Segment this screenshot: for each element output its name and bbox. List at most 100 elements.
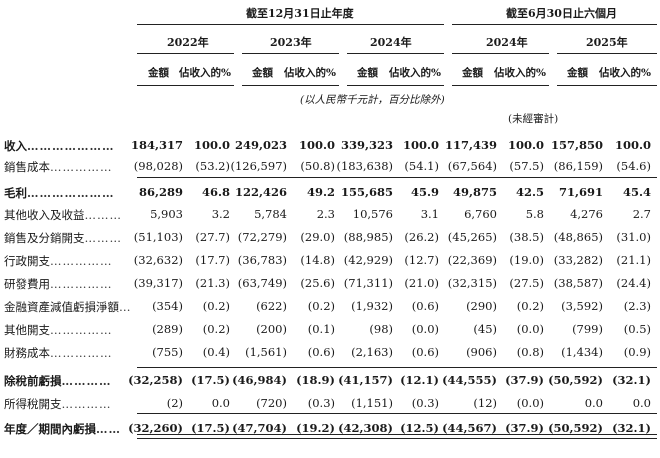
amount-cell: 155,685 [340, 185, 393, 199]
amount-cell: (755) [152, 345, 183, 359]
pct-cell: (53.2) [195, 159, 230, 173]
pct-cell: (25.6) [300, 276, 335, 290]
pct-cell: (17.7) [195, 253, 230, 267]
amount-cell: (2) [166, 396, 183, 410]
year-header-2: 2023年 [270, 36, 312, 49]
year-rule-3 [347, 53, 444, 54]
row-label-text: 所得稅開支 [4, 397, 62, 411]
amount-cell: (63,749) [237, 276, 287, 290]
row-label-text: 收入 [4, 139, 27, 153]
amount-cell: 157,850 [550, 138, 603, 152]
sub-rule-3 [347, 85, 444, 86]
amount-cell: (1,561) [245, 345, 287, 359]
sub-rule-4 [452, 85, 549, 86]
pct-cell: (0.0) [516, 396, 544, 410]
amount-cell: (183,638) [336, 159, 393, 173]
pct-cell: (32.1) [612, 373, 651, 387]
amount-cell: (42,308) [338, 421, 393, 435]
pct-cell: (0.4) [202, 345, 230, 359]
pct-cell: (0.2) [307, 299, 335, 313]
pct-cell: (12.1) [400, 373, 439, 387]
amount-cell: 10,576 [352, 207, 393, 221]
amount-cell: (48,865) [553, 230, 603, 244]
row-label-text: 金融資產減值虧損淨額 [4, 300, 119, 314]
pct-header-2: 佔收入的% [284, 67, 336, 79]
pct-cell: 0.0 [632, 396, 651, 410]
amount-cell: (41,157) [338, 373, 393, 387]
sub-rule-2 [242, 85, 339, 86]
amount-cell: 249,023 [234, 138, 287, 152]
pct-cell: (37.9) [505, 421, 544, 435]
row-label: 其他開支…………… [4, 322, 113, 338]
amount-cell: 86,289 [138, 185, 183, 199]
amount-cell: (44,567) [442, 421, 497, 435]
row-label-leader: …………… [50, 160, 113, 174]
amount-cell: 5,903 [150, 207, 183, 221]
amount-cell: 4,276 [570, 207, 603, 221]
pct-cell: (38.5) [509, 230, 544, 244]
pct-cell: 45.4 [622, 185, 651, 199]
row-label-text: 研發費用 [4, 277, 50, 291]
amount-header-2: 金額 [252, 67, 273, 79]
row-label-leader: …………… [50, 323, 113, 337]
row-label-text: 行政開支 [4, 254, 50, 268]
year-header-3: 2024年 [370, 36, 412, 49]
amount-cell: (38,587) [553, 276, 603, 290]
row-label: 銷售成本…………… [4, 159, 113, 175]
unaudited-note: (未經審計) [508, 113, 559, 125]
amount-header-3: 金額 [357, 67, 378, 79]
pct-cell: (0.2) [516, 299, 544, 313]
row-label-leader: ………… [61, 397, 112, 411]
pct-cell: 2.7 [632, 207, 651, 221]
amount-cell: (86,159) [553, 159, 603, 173]
pct-cell: 49.2 [306, 185, 335, 199]
pct-cell: (21.1) [616, 253, 651, 267]
amount-cell: (200) [256, 322, 287, 336]
pct-cell: 0.0 [211, 396, 230, 410]
year-header-4: 2024年 [486, 36, 528, 49]
pct-header-4: 佔收入的% [494, 67, 546, 79]
amount-cell: 6,760 [464, 207, 497, 221]
row-label-text: 除稅前虧損 [4, 374, 62, 388]
pct-cell: (2.3) [623, 299, 651, 313]
row-label: 年度／期間內虧損…… [4, 421, 121, 437]
year-rule-2 [242, 53, 339, 54]
pct-cell: 42.5 [515, 185, 544, 199]
amount-cell: (32,315) [447, 276, 497, 290]
amount-cell: 49,875 [452, 185, 497, 199]
pct-cell: (0.3) [411, 396, 439, 410]
amount-cell: 117,439 [444, 138, 497, 152]
pct-cell: (0.2) [202, 322, 230, 336]
pct-cell: (0.5) [623, 322, 651, 336]
pct-cell: 2.3 [316, 207, 335, 221]
amount-cell: (32,632) [133, 253, 183, 267]
pct-cell: (29.0) [300, 230, 335, 244]
amount-cell: (22,369) [447, 253, 497, 267]
pct-cell: 100.0 [507, 138, 544, 152]
pct-cell: (19.2) [296, 421, 335, 435]
amount-cell: 122,426 [234, 185, 287, 199]
row-label: 財務成本…………… [4, 345, 113, 361]
amount-cell: (44,555) [442, 373, 497, 387]
amount-cell: (39,317) [133, 276, 183, 290]
amount-cell: (67,564) [447, 159, 497, 173]
year-rule-5 [557, 53, 657, 54]
pct-cell: 3.1 [420, 207, 439, 221]
row-label-leader: ………… [61, 374, 112, 388]
amount-header-5: 金額 [567, 67, 588, 79]
row-label-text: 其他開支 [4, 323, 50, 337]
amount-cell: 339,323 [340, 138, 393, 152]
row-label-leader: …………… [50, 346, 113, 360]
total-double-rule [137, 434, 657, 439]
amount-cell: (1,434) [561, 345, 603, 359]
pct-cell: 100.0 [614, 138, 651, 152]
pct-cell: (0.8) [516, 345, 544, 359]
year-header-5: 2025年 [586, 36, 628, 49]
pct-cell: 45.9 [410, 185, 439, 199]
pct-cell: 46.8 [201, 185, 230, 199]
amount-cell: (36,783) [237, 253, 287, 267]
amount-cell: (1,932) [351, 299, 393, 313]
pct-cell: 100.0 [193, 138, 230, 152]
row-label: 毛利………………… [4, 185, 115, 201]
currency-note: (以人民幣千元計，百分比除外) [300, 94, 445, 106]
